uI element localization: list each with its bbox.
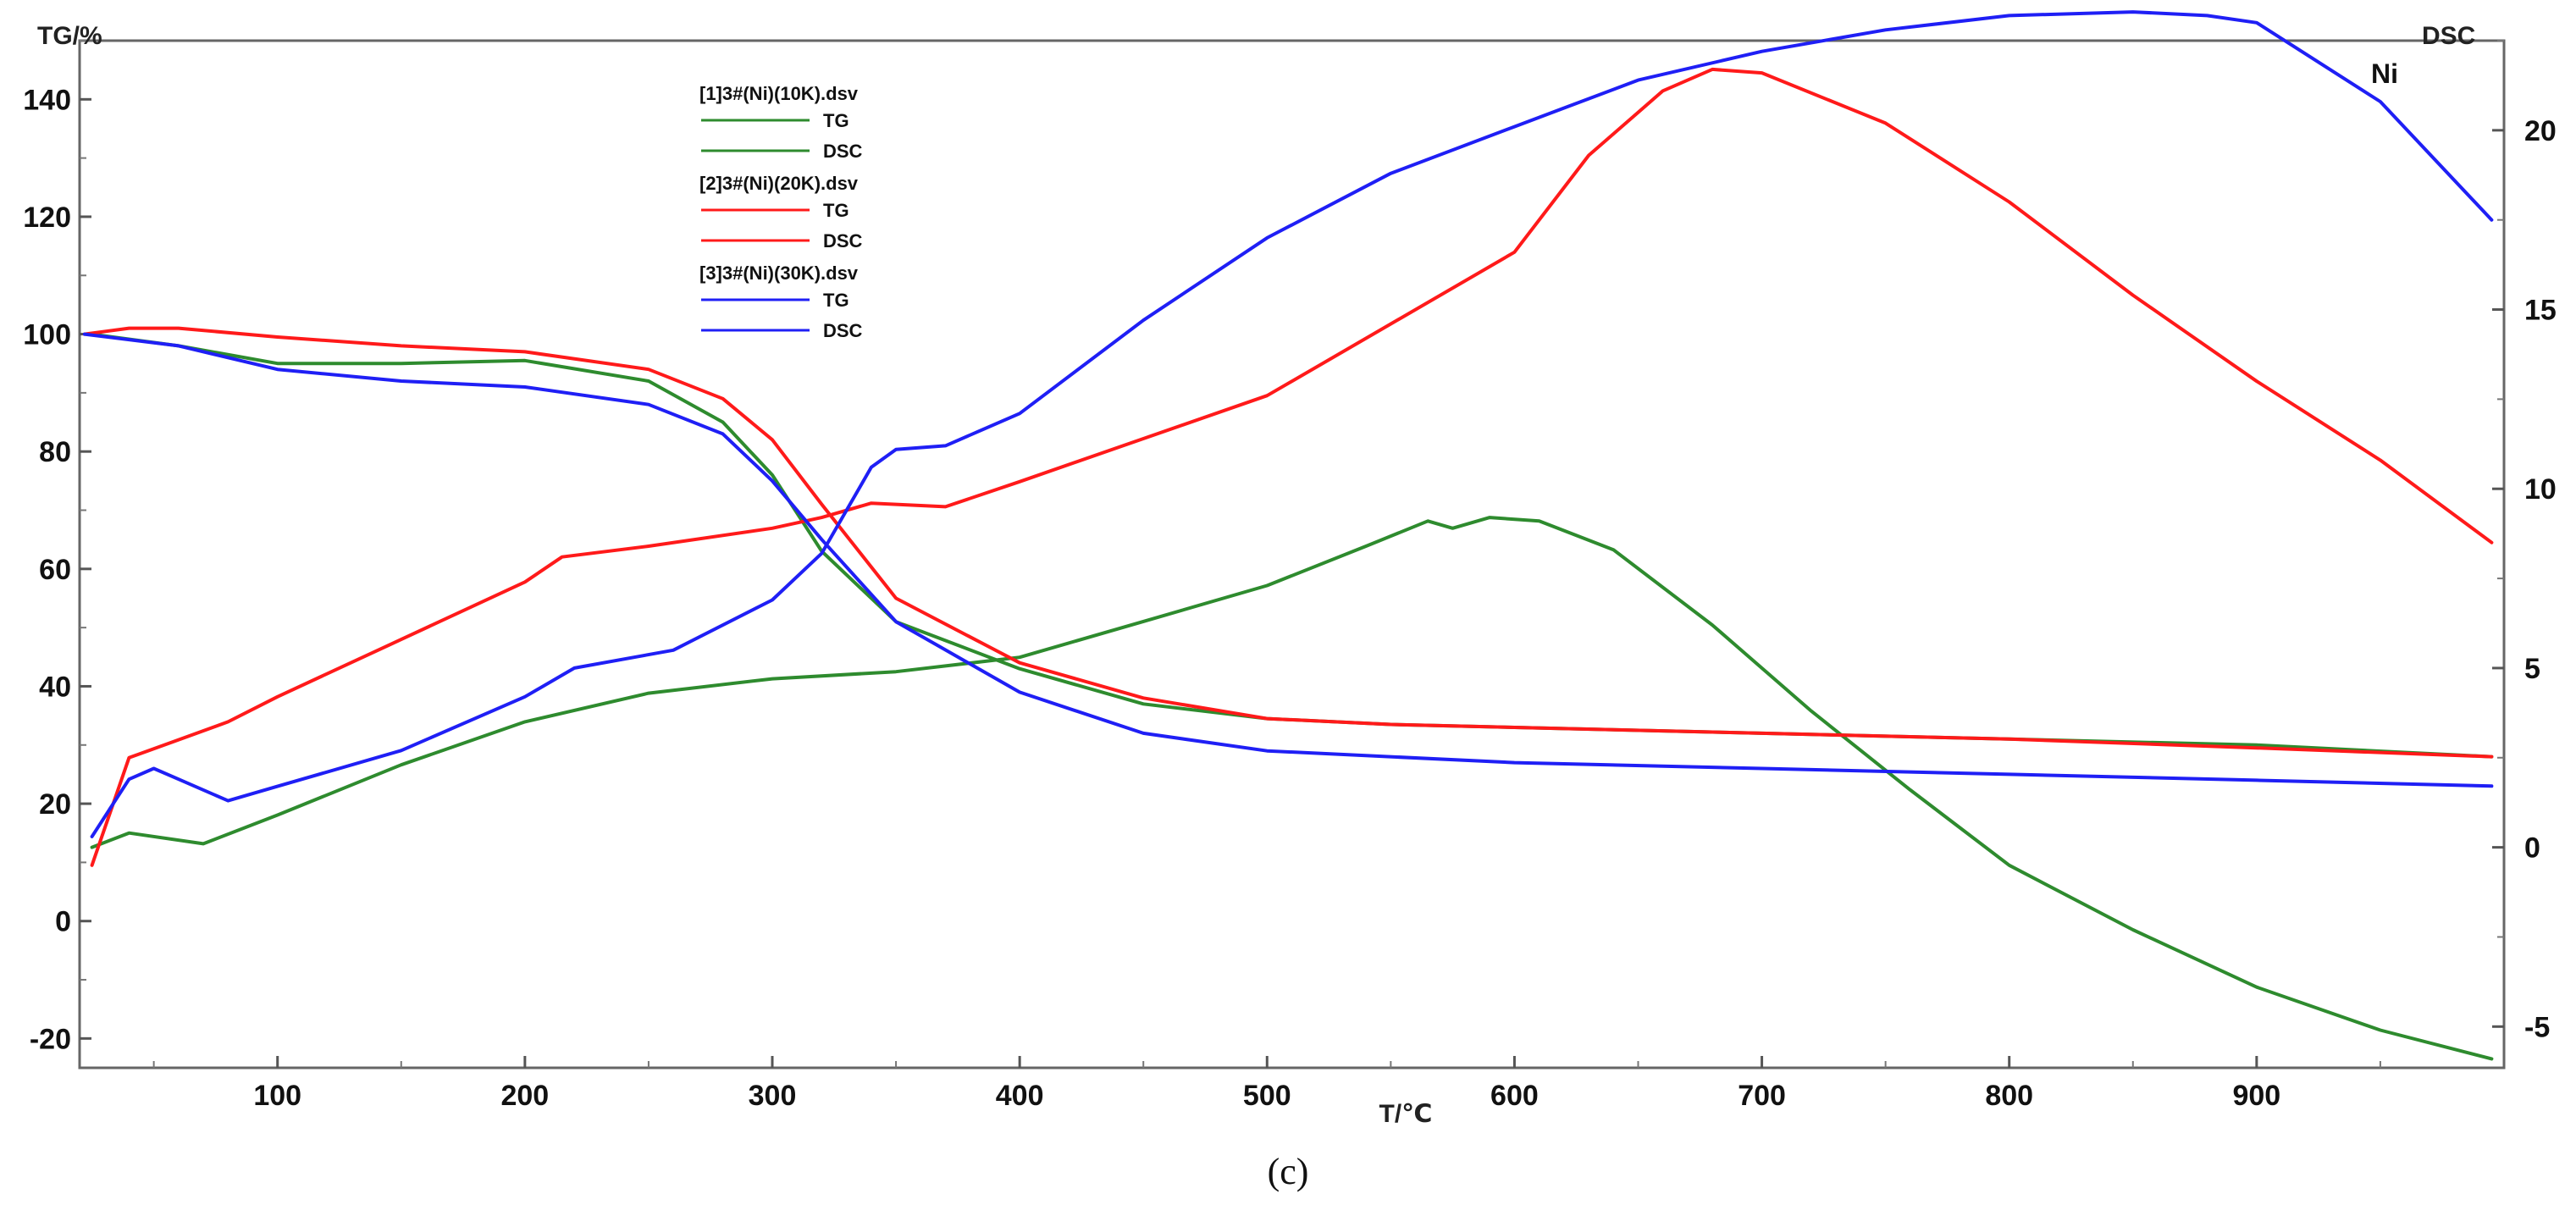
chart-title: Ni xyxy=(2371,58,2398,89)
left-y-tick-label: 100 xyxy=(23,319,71,351)
right-y-tick-label: 10 xyxy=(2524,473,2557,506)
x-tick-label: 500 xyxy=(1243,1080,1291,1112)
left-y-tick-label: 20 xyxy=(39,788,71,821)
right-y-tick-label: 20 xyxy=(2524,115,2557,147)
right-y-tick-label: 0 xyxy=(2524,832,2540,865)
left-y-tick-label: 140 xyxy=(23,84,71,116)
figure-caption: (c) xyxy=(1268,1151,1309,1192)
left-y-tick-label: -20 xyxy=(30,1023,71,1055)
x-tick-label: 800 xyxy=(1985,1080,2033,1112)
series-line-3 xyxy=(90,67,2494,867)
plot-area xyxy=(78,39,2506,1070)
left-y-tick-label: 80 xyxy=(39,436,71,468)
legend-file-label: [3]3#(Ni)(30K).dsv xyxy=(699,263,859,284)
legend-entry-label: DSC xyxy=(823,141,863,162)
left-y-tick-label: 120 xyxy=(23,202,71,234)
legend-file-label: [2]3#(Ni)(20K).dsv xyxy=(699,173,859,194)
series-line-5 xyxy=(90,10,2494,838)
x-tick-label: 900 xyxy=(2232,1080,2280,1112)
legend-entry-label: TG xyxy=(823,290,849,311)
legend-entry-label: TG xyxy=(823,110,849,131)
legend-file-label: [1]3#(Ni)(10K).dsv xyxy=(699,83,859,104)
left-y-tick-label: 40 xyxy=(39,671,71,703)
x-axis-title: T/℃ xyxy=(1379,1100,1433,1128)
x-tick-label: 600 xyxy=(1490,1080,1539,1112)
left-y-tick-label: 60 xyxy=(39,554,71,586)
legend: [1]3#(Ni)(10K).dsv TG DSC [2]3#(Ni)(20K).ds… xyxy=(699,83,863,341)
series-line-2 xyxy=(82,326,2494,759)
legend-entry-label: DSC xyxy=(823,320,863,341)
x-axis: 100 200 300 400 500 600 700 800 900 xyxy=(152,1056,2381,1112)
right-y-axis: -5 0 5 10 15 20 xyxy=(2492,40,2557,1043)
x-tick-label: 200 xyxy=(500,1080,549,1112)
x-tick-label: 300 xyxy=(749,1080,797,1112)
left-y-axis: -20 0 20 40 60 80 100 120 140 xyxy=(23,40,91,1055)
series-line-4 xyxy=(82,332,2494,788)
x-tick-label: 100 xyxy=(253,1080,301,1112)
right-y-tick-label: 5 xyxy=(2524,653,2540,685)
legend-entry-label: TG xyxy=(823,200,849,221)
right-y-tick-label: 15 xyxy=(2524,295,2557,327)
left-y-axis-title: TG/% xyxy=(37,22,102,50)
right-y-axis-title: DSC xyxy=(2422,22,2475,50)
series-layer xyxy=(82,10,2494,1061)
x-tick-label: 400 xyxy=(996,1080,1044,1112)
legend-entry-label: DSC xyxy=(823,230,863,252)
series-line-1 xyxy=(90,516,2494,1061)
right-y-tick-label: -5 xyxy=(2524,1011,2550,1043)
x-tick-label: 700 xyxy=(1738,1080,1786,1112)
left-y-tick-label: 0 xyxy=(55,906,71,938)
